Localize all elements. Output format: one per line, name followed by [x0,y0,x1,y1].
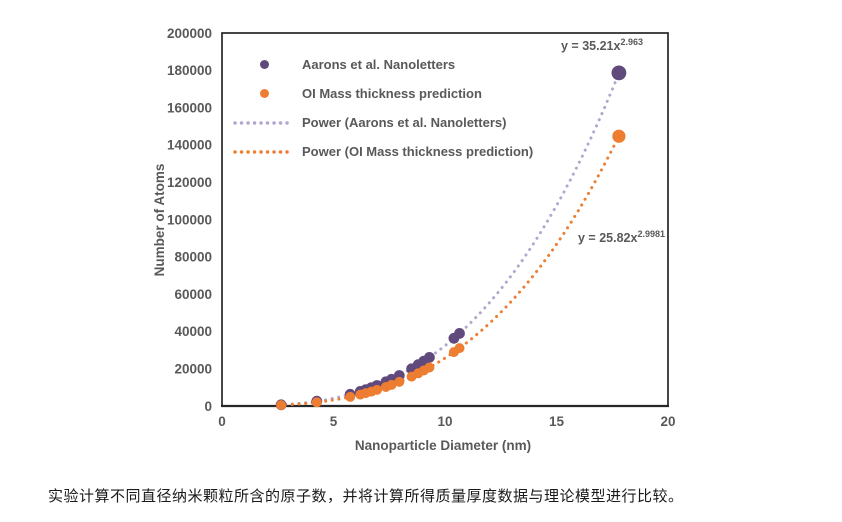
y-tick-label: 140000 [167,138,212,153]
data-point [612,129,626,143]
trendlines-group [277,71,621,407]
y-axis-tick-labels: 0 20000 40000 60000 80000 100000 120000 140000 1… [167,26,212,414]
legend-dot-marker-orange [232,89,296,98]
legend-label-aarons: Aarons et al. Nanoletters [302,57,456,72]
y-tick-label: 100000 [167,212,212,227]
y-axis-title: Number of Atoms [152,164,167,277]
data-point [386,379,397,390]
legend-dot-marker-purple [232,60,296,69]
data-point [454,328,465,339]
equation-base: y = 25.82x [578,231,638,246]
legend-label-power-aarons: Power (Aarons et al. Nanoletters) [302,115,507,130]
figure-caption: 实验计算不同直径纳米颗粒所含的原子数，并将计算所得质量厚度数据与理论模型进行比较… [48,488,684,505]
x-tick-label: 20 [660,414,675,429]
scatter-points-group [275,65,627,411]
data-point [276,400,287,411]
chart-svg: 0 20000 40000 60000 80000 100000 120000 140000 1… [152,26,676,453]
x-tick-label: 10 [437,414,452,429]
data-point [454,343,465,354]
legend-row-oi-mass: OI Mass thickness prediction [232,79,533,108]
x-axis-tick-labels: 0 5 10 15 20 [218,414,675,429]
y-tick-label: 180000 [167,63,212,78]
data-point [424,362,435,373]
x-tick-label: 0 [218,414,226,429]
equation-exponent: 2.963 [620,37,643,47]
data-point [394,376,405,387]
x-tick-label: 5 [330,414,338,429]
y-tick-label: 160000 [167,100,212,115]
y-tick-label: 40000 [174,324,212,339]
equation-base: y = 35.21x [561,39,621,54]
plot-area [221,32,669,408]
y-tick-label: 120000 [167,175,212,190]
data-point [345,391,356,402]
chart-legend: Aarons et al. Nanoletters OI Mass thickn… [232,50,533,166]
equation-exponent: 2.9981 [637,229,665,239]
legend-row-power-aarons: Power (Aarons et al. Nanoletters) [232,108,533,137]
legend-row-power-oi-mass: Power (OI Mass thickness prediction) [232,137,533,166]
y-tick-label: 60000 [174,287,212,302]
legend-row-aarons: Aarons et al. Nanoletters [232,50,533,79]
legend-dotted-line-marker-purple [232,119,296,127]
y-tick-label: 20000 [174,362,212,377]
y-tick-label: 80000 [174,250,212,265]
x-tick-label: 15 [549,414,565,429]
trendline-path [277,134,621,407]
data-point [424,352,435,363]
data-point [311,397,322,408]
legend-label-oi-mass: OI Mass thickness prediction [302,86,482,101]
legend-label-power-oi-mass: Power (OI Mass thickness prediction) [302,144,534,159]
y-tick-label: 200000 [167,26,212,41]
data-point [372,384,382,395]
legend-dotted-line-marker-orange [232,148,296,156]
data-point [611,65,627,81]
y-tick-label: 0 [204,399,212,414]
x-axis-title: Nanoparticle Diameter (nm) [355,438,531,453]
trendline-equation-purple: y = 35.21x2.963 [561,37,643,53]
trendline-equation-orange: y = 25.82x2.9981 [578,229,665,245]
